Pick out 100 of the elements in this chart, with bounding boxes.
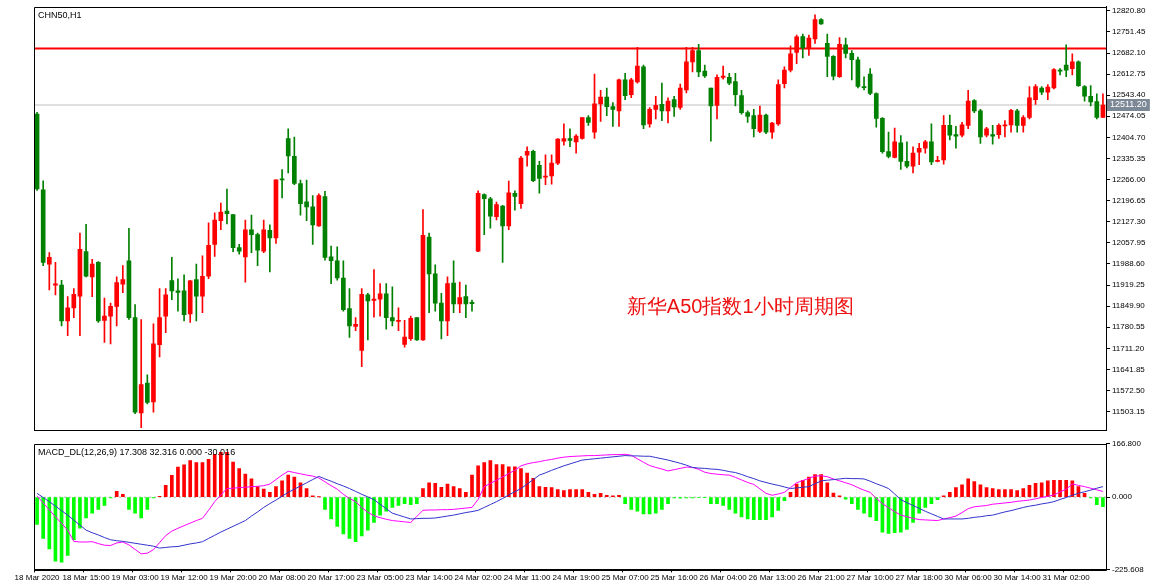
bar (35, 497, 39, 525)
bar (433, 483, 438, 498)
bar (996, 489, 1001, 498)
candlestick (457, 281, 463, 314)
x-tick-label: 20 Mar 08:00 (258, 573, 307, 583)
annotation: 新华A50指数1小时周期图 (626, 294, 854, 317)
x-tick-label: 24 Mar 02:00 (454, 573, 503, 583)
bar (954, 487, 958, 498)
bar (917, 497, 921, 514)
y-tick-label: 12266.00 (1112, 174, 1146, 184)
bar (972, 481, 977, 498)
bar (660, 497, 664, 510)
bar (212, 453, 217, 498)
candlestick (990, 125, 995, 145)
bar (1094, 497, 1099, 505)
x-tick-label: 25 Mar 16:00 (650, 573, 699, 583)
y-tick-label: 12474.05 (1112, 111, 1146, 121)
bar (782, 497, 787, 502)
bar (960, 484, 964, 498)
bar (1101, 497, 1105, 508)
candlestick (512, 190, 518, 211)
bar (96, 497, 101, 510)
bar (268, 492, 272, 498)
bar (120, 493, 125, 498)
bar (127, 497, 131, 510)
y-tick-label: 11919.25 (1112, 280, 1146, 290)
bar (727, 497, 732, 510)
bar (990, 488, 995, 498)
y-tick-label: 12820.80 (1112, 6, 1146, 16)
x-tick-label: 26 Mar 04:00 (699, 573, 748, 583)
bar (506, 466, 511, 498)
bar (898, 497, 903, 533)
bar (139, 497, 144, 519)
x-tick-label: 19 Mar 12:00 (160, 573, 209, 583)
bar (862, 497, 866, 514)
bar (721, 497, 725, 506)
y-tick-label: 11988.60 (1112, 259, 1146, 269)
bar (366, 497, 370, 531)
bar (84, 497, 88, 519)
x-tick-label: 23 Mar 14:00 (405, 573, 454, 583)
bar (1021, 488, 1026, 498)
bar (1039, 482, 1044, 498)
bar (935, 497, 940, 501)
candlestick (567, 128, 573, 148)
bar (71, 497, 76, 541)
bar (715, 497, 719, 504)
bar (231, 461, 235, 498)
bar (482, 462, 487, 498)
bar (947, 492, 952, 498)
bar (1015, 490, 1020, 498)
y-tick-label: 11503.15 (1112, 406, 1146, 416)
bar (568, 489, 572, 498)
bar (415, 497, 419, 504)
bar (476, 465, 480, 498)
bar (555, 489, 560, 498)
x-tick-label: 19 Mar 03:00 (111, 573, 160, 583)
y-tick-label: 0.000 (1112, 492, 1133, 502)
bar (335, 497, 340, 527)
y-tick-label: 12404.70 (1112, 132, 1146, 142)
bar (427, 482, 431, 498)
bar (905, 497, 909, 530)
candlestick (610, 102, 616, 127)
x-tick-label: 20 Mar 17:00 (307, 573, 356, 583)
x-tick-label: 31 Mar 02:00 (1042, 573, 1091, 583)
candlestick (328, 245, 334, 284)
bar (170, 475, 174, 498)
bar (751, 497, 756, 520)
bar (323, 497, 327, 510)
bar (562, 490, 566, 498)
y-tick-label: 12612.75 (1112, 69, 1146, 79)
x-tick-label: 25 Mar 07:00 (601, 573, 650, 583)
bar (849, 497, 854, 504)
bar (531, 477, 536, 498)
bar (519, 468, 523, 498)
bar (114, 491, 119, 498)
bar (856, 497, 860, 510)
x-tick-label: 24 Mar 11:00 (503, 573, 551, 583)
bar (188, 460, 193, 498)
bar (629, 497, 634, 510)
bar (286, 474, 291, 498)
bar (133, 497, 137, 514)
x-tick-label: 30 Mar 14:00 (993, 573, 1042, 583)
candlestick (916, 143, 922, 165)
x-tick-label: 23 Mar 05:00 (356, 573, 405, 583)
bar (1003, 489, 1007, 498)
chart-title: MACD_DL(12,26,9) 17.308 32.316 0.000 -30.016 (38, 446, 236, 457)
bar (574, 489, 578, 498)
bar (758, 497, 762, 520)
bar (384, 497, 389, 512)
y-tick-label: 12196.65 (1112, 195, 1146, 205)
y-tick-label: 11780.55 (1112, 322, 1146, 332)
x-tick-label: 26 Mar 21:00 (797, 573, 846, 583)
chart-title: CHN50,H1 (38, 9, 82, 20)
y-tick-label: 12057.95 (1112, 238, 1146, 248)
x-tick-label: 27 Mar 10:00 (846, 573, 895, 583)
y-tick-label: 12682.10 (1112, 48, 1146, 58)
bar (470, 474, 474, 498)
x-tick-label: 19 Mar 20:00 (209, 573, 258, 583)
bar (457, 488, 462, 498)
bar (653, 497, 658, 514)
